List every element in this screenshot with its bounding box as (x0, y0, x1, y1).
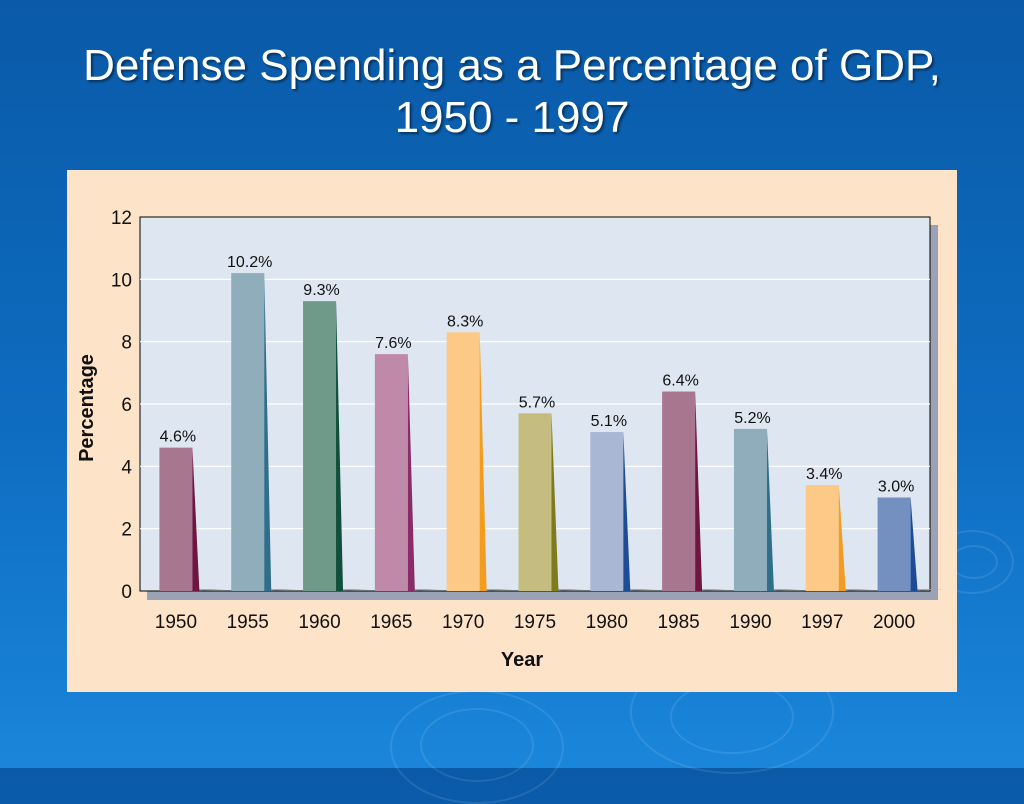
bar-side-1955 (264, 273, 272, 591)
bar-side-1950 (192, 447, 200, 591)
bar-1990 (733, 428, 767, 591)
y-axis-ticks: 0 2 4 6 8 10 12 (111, 208, 133, 603)
data-label-1960: 9.3% (303, 282, 339, 299)
bar-1985 (662, 391, 696, 591)
data-label-1955: 10.2% (227, 254, 272, 271)
bar-side-1985 (695, 391, 703, 591)
x-tick-label-1997: 1997 (801, 612, 843, 633)
x-tick-label-1960: 1960 (298, 612, 340, 633)
bar-1950 (159, 447, 193, 591)
data-label-1965: 7.6% (375, 335, 411, 352)
bar-side-1970 (479, 332, 487, 591)
y-tick-label: 12 (111, 208, 132, 229)
bar-shadow (336, 589, 370, 591)
x-axis-ticks: 1950 1955 1960 1965 1970 1975 1980 1985 1990 1997… (155, 612, 915, 633)
x-tick-label-1965: 1965 (370, 612, 412, 633)
bar-shadow (838, 589, 872, 591)
data-label-1950: 4.6% (160, 429, 196, 446)
water-ripple-decoration (420, 708, 534, 782)
slide-title-line-1: Defense Spending as a Percentage of GDP, (83, 41, 941, 90)
data-labels: 4.6% 10.2% 9.3% 7.6% 8.3% 5.7% 5.1% 6.4% 5.2% 3.4… (160, 254, 915, 495)
water-ripple-decoration (950, 545, 998, 579)
bar-shadow (407, 589, 441, 591)
bar-shadow (479, 589, 513, 591)
y-tick-label: 6 (121, 395, 132, 416)
bar-1997 (805, 485, 839, 591)
data-label-1997: 3.4% (806, 466, 842, 483)
bar-1980 (590, 432, 624, 591)
bar-shadow (192, 589, 226, 591)
bar-1960 (303, 301, 337, 591)
data-label-1990: 5.2% (734, 410, 770, 427)
x-tick-label-1970: 1970 (442, 612, 484, 633)
chart-panel: 0 2 4 6 8 10 12 4.6% 10.2% 9.3% 7.6% 8.3% 5.7% 5.1% 6… (67, 170, 957, 692)
bar-shadow (910, 589, 944, 591)
y-axis-title: Percentage (76, 354, 98, 462)
data-label-1975: 5.7% (519, 394, 555, 411)
bar-shadow (623, 589, 657, 591)
bar-1970 (446, 332, 480, 591)
bar-side-2000 (910, 497, 918, 591)
x-tick-label-2000: 2000 (873, 612, 915, 633)
bar-side-1975 (551, 413, 559, 591)
x-tick-label-1980: 1980 (586, 612, 628, 633)
x-tick-label-1950: 1950 (155, 612, 197, 633)
data-label-1985: 6.4% (662, 373, 698, 390)
bar-shadow (766, 589, 800, 591)
bar-2000 (877, 497, 911, 591)
bar-1955 (231, 273, 265, 591)
bar-side-1980 (623, 432, 631, 591)
x-tick-label-1955: 1955 (227, 612, 269, 633)
y-tick-label: 4 (121, 457, 132, 478)
y-tick-label: 8 (121, 333, 132, 354)
x-tick-label-1990: 1990 (729, 612, 771, 633)
bar-chart: 0 2 4 6 8 10 12 4.6% 10.2% 9.3% 7.6% 8.3% 5.7% 5.1% 6… (76, 208, 944, 671)
bar-shadow (551, 589, 585, 591)
x-axis-title: Year (501, 649, 543, 671)
bar-1965 (374, 354, 408, 591)
data-label-2000: 3.0% (878, 479, 914, 496)
slide-title: Defense Spending as a Percentage of GDP,… (0, 40, 1024, 144)
bars (159, 273, 944, 591)
bar-side-1965 (407, 354, 415, 591)
bar-shadow (695, 589, 729, 591)
data-label-1970: 8.3% (447, 313, 483, 330)
x-tick-label-1985: 1985 (657, 612, 699, 633)
x-tick-label-1975: 1975 (514, 612, 556, 633)
bar-side-1990 (766, 428, 774, 591)
slide-title-line-2: 1950 - 1997 (394, 93, 630, 142)
y-tick-label: 2 (121, 520, 132, 541)
data-label-1980: 5.1% (591, 413, 627, 430)
bar-1975 (518, 413, 552, 591)
y-tick-label: 0 (121, 582, 132, 603)
bar-shadow (264, 589, 298, 591)
y-tick-label: 10 (111, 270, 132, 291)
